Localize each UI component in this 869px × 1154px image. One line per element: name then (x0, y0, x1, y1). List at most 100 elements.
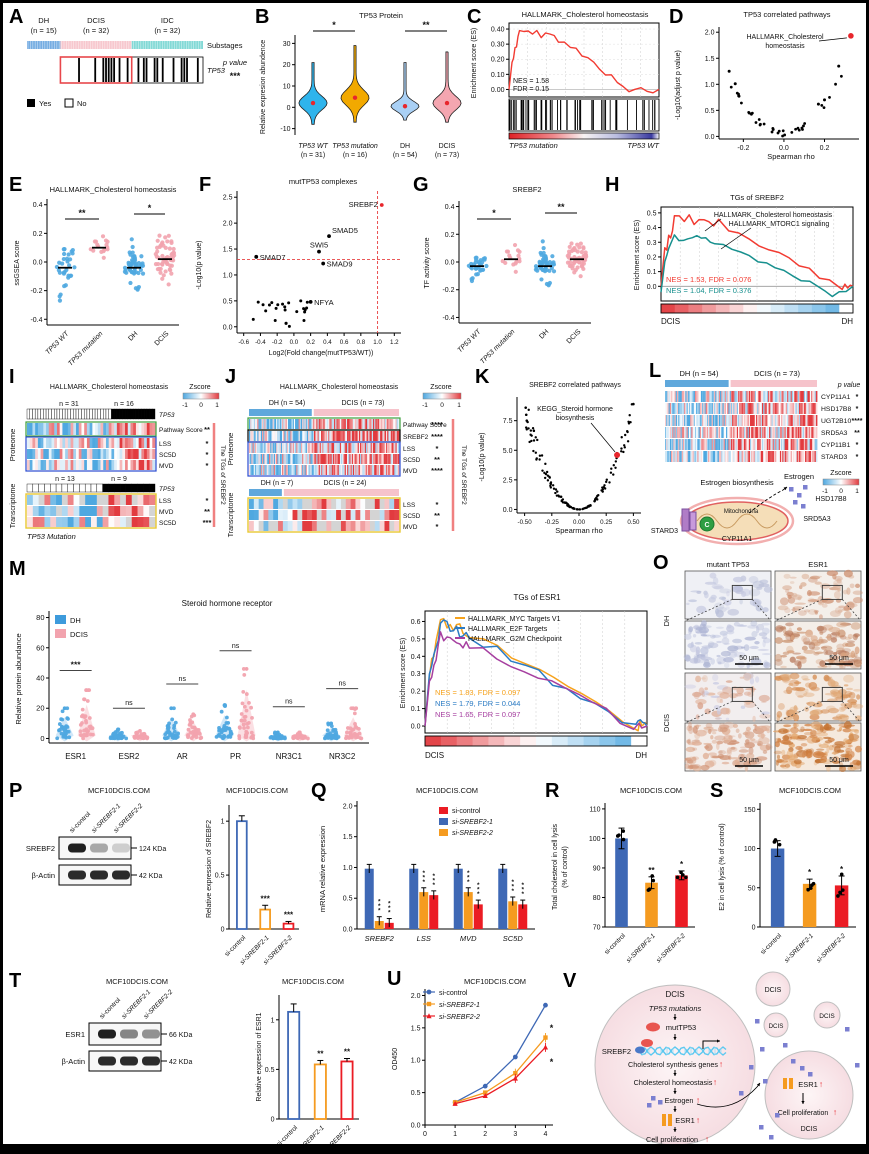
chart-graphic (122, 449, 126, 459)
chart-graphic (670, 427, 673, 438)
x-category-label: PR (230, 752, 241, 761)
chart-graphic (807, 576, 818, 583)
chart-graphic (705, 743, 713, 752)
chart-graphic (336, 510, 342, 520)
chart-graphic (92, 408, 96, 420)
chart-graphic (273, 510, 279, 520)
substages-label: Substages (207, 41, 243, 50)
chart-graphic (152, 423, 156, 435)
x-category-label: DCIS (154, 330, 171, 347)
y-tick-label: 60 (36, 643, 44, 652)
chart-graphic (306, 465, 309, 475)
chart-graphic (127, 423, 131, 435)
chart-graphic (839, 872, 844, 877)
chart-graphic (684, 599, 733, 622)
zscore-tick: 1 (215, 402, 219, 409)
chart-graphic (714, 391, 716, 402)
chart-graphic (111, 408, 115, 420)
chart-graphic (384, 499, 390, 509)
chart-graphic (775, 391, 777, 402)
chart-graphic (751, 427, 753, 438)
chart-graphic (752, 415, 754, 426)
chart-graphic (740, 451, 742, 462)
chart-graphic (842, 701, 862, 724)
chart-graphic (807, 599, 820, 602)
chart-graphic (706, 427, 709, 438)
chart-graphic (273, 454, 276, 464)
chart-graphic (532, 449, 535, 453)
chart-graphic (325, 454, 328, 464)
srebf2-label: SREBF2 (602, 1047, 631, 1056)
chart-graphic (622, 450, 625, 454)
significance-stars: ns (179, 676, 187, 683)
chart-graphic (802, 439, 805, 450)
chart-graphic (684, 403, 686, 414)
chart-graphic (474, 272, 479, 277)
chart-graphic (711, 451, 714, 462)
row-header: DCIS (662, 714, 671, 732)
chart-graphic (696, 439, 698, 450)
chart-graphic (256, 443, 258, 453)
chart-graphic (135, 460, 140, 470)
chart-graphic (375, 419, 377, 429)
significance-stars: ** (78, 208, 86, 218)
chart-graphic (680, 403, 683, 414)
chart-graphic (771, 415, 774, 426)
chart-graphic (775, 403, 777, 414)
chart-graphic (334, 431, 336, 441)
chart-graphic (300, 443, 303, 453)
chart-graphic (727, 645, 739, 652)
chart-graphic (141, 460, 145, 470)
chart-graphic (793, 722, 797, 729)
chart-graphic (54, 423, 58, 435)
chart-graphic (285, 465, 288, 475)
chart-graphic (697, 766, 704, 770)
chart-graphic (697, 391, 699, 402)
chart-graphic (341, 465, 343, 475)
chart-graphic (268, 499, 274, 509)
chart-graphic (688, 451, 691, 462)
chart-graphic (720, 227, 752, 250)
chart-graphic (386, 431, 388, 441)
chart-graphic (816, 748, 825, 751)
chart-graphic (825, 304, 840, 313)
chart-graphic (712, 427, 715, 438)
chart-graphic (728, 415, 731, 426)
chart-graphic (312, 419, 315, 429)
chart-graphic (370, 419, 373, 429)
chart-graphic (779, 439, 782, 450)
chart-graphic (536, 736, 553, 746)
chart-graphic (252, 465, 255, 475)
chart-graphic (260, 419, 263, 429)
chart-graphic (298, 62, 328, 125)
chart-graphic (360, 431, 362, 441)
chart-graphic (741, 451, 744, 462)
chart-graphic (856, 694, 861, 700)
chart-graphic (422, 392, 462, 400)
chart-graphic (194, 735, 199, 740)
chart-graphic (738, 391, 740, 402)
chart-graphic (135, 423, 140, 435)
chart-graphic (575, 508, 578, 511)
chart-graphic (734, 758, 740, 767)
chart-graphic (620, 450, 623, 453)
chart-graphic (105, 438, 110, 448)
chart-graphic (81, 449, 85, 459)
chart-graphic (397, 465, 400, 475)
chart-graphic (89, 408, 93, 420)
chart-graphic (338, 443, 341, 453)
chart-graphic (560, 499, 564, 502)
chart-graphic (362, 454, 364, 464)
chart-graphic (767, 451, 770, 462)
chart-graphic (256, 465, 258, 475)
y-tick-label: 1.0 (223, 272, 233, 279)
y-tick-label: 0.2 (647, 254, 657, 261)
chart-graphic (253, 431, 256, 441)
chart-graphic (62, 706, 67, 711)
chart-graphic (296, 443, 298, 453)
band-label: ESR1 (65, 1030, 85, 1039)
y-tick-label: -0.4 (442, 315, 454, 322)
chart-graphic (250, 715, 254, 720)
chart-graphic (524, 406, 528, 409)
